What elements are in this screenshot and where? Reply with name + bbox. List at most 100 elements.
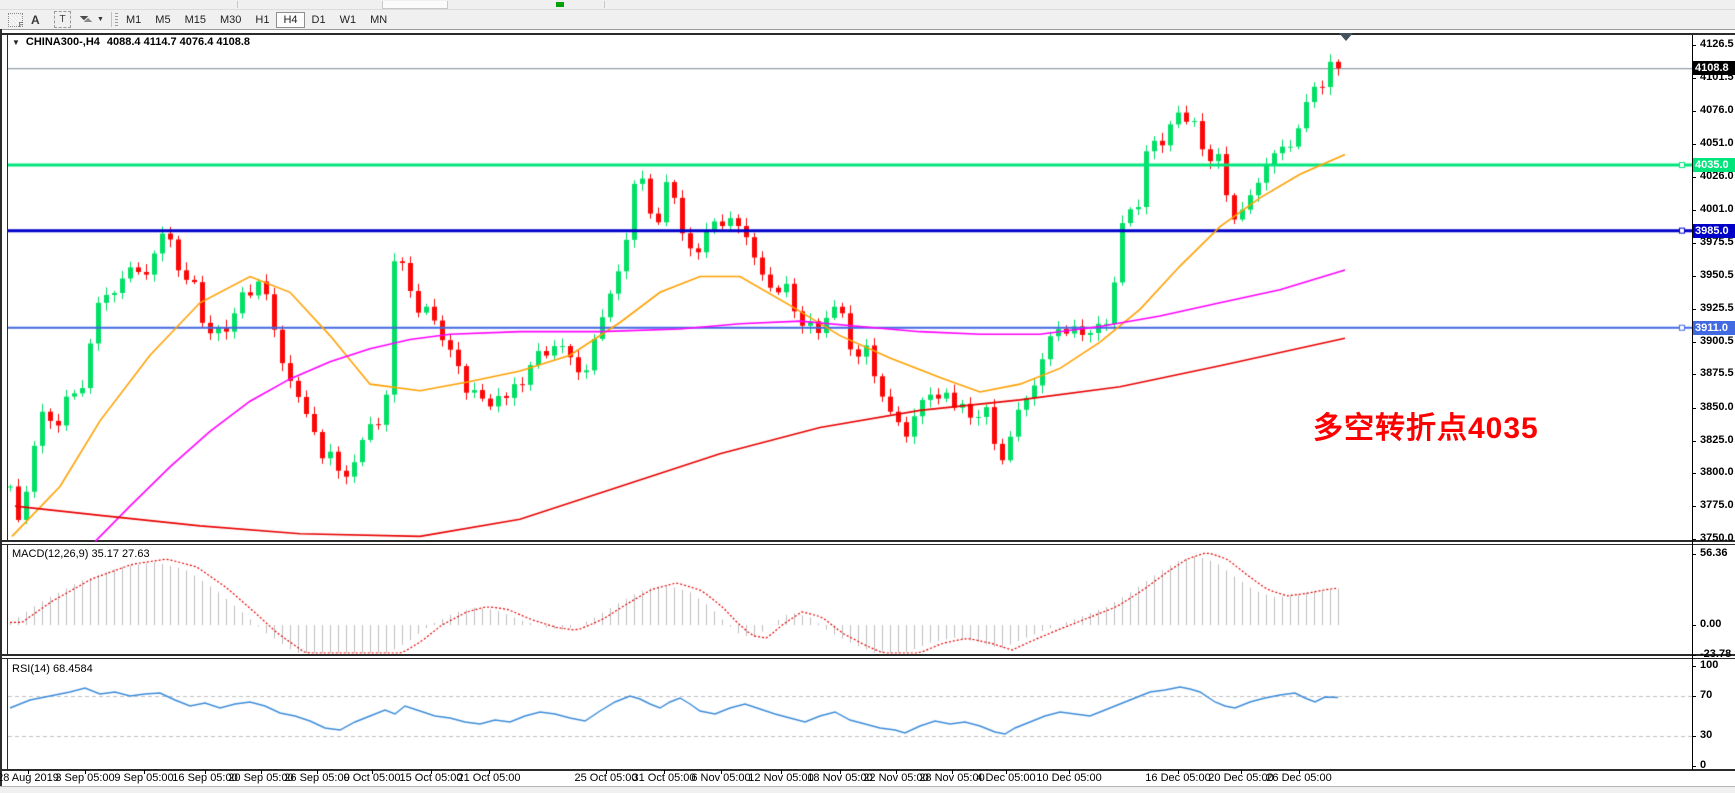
rsi-tick-label: 0 xyxy=(1700,759,1707,771)
time-tick-mark xyxy=(1069,770,1070,774)
time-tick-mark xyxy=(1006,770,1007,774)
time-tick-mark xyxy=(721,770,722,774)
time-tick-label: 16 Dec 05:00 xyxy=(1145,772,1211,784)
rsi-tick-mark xyxy=(1692,736,1696,737)
time-tick-mark xyxy=(896,770,897,774)
time-tick-mark xyxy=(1241,770,1242,774)
price-tick-mark xyxy=(1692,374,1696,376)
timeframe-button-h4[interactable]: H4 xyxy=(276,12,305,28)
price-tag-3911-0: 3911.0 xyxy=(1693,320,1735,335)
time-tick-label: 9 Sep 05:00 xyxy=(114,772,174,784)
price-tick-mark xyxy=(1692,144,1696,146)
rsi-tick-mark xyxy=(1692,766,1696,767)
price-tick-label: 4126.5 xyxy=(1700,38,1734,50)
timeframe-button-mn[interactable]: MN xyxy=(370,14,388,26)
arrow-objects-icon xyxy=(79,11,95,27)
window-left-border xyxy=(0,29,2,786)
time-tick-label: 20 Sep 05:00 xyxy=(228,772,294,784)
time-tick-label: 26 Dec 05:00 xyxy=(1266,772,1332,784)
timeframe-button-d1[interactable]: D1 xyxy=(311,14,326,26)
time-tick-mark xyxy=(1178,770,1179,774)
time-tick-mark xyxy=(664,770,665,774)
rsi-tick-label: 70 xyxy=(1700,689,1713,701)
partial-button xyxy=(382,1,448,9)
candlestick-chart-canvas[interactable] xyxy=(8,35,1692,769)
price-tick-mark xyxy=(1692,209,1696,211)
timeframe-button-m1[interactable]: M1 xyxy=(126,14,142,26)
rsi-tick-mark xyxy=(1692,696,1696,697)
time-tick-mark xyxy=(431,770,432,774)
time-tick-label: 18 Nov 05:00 xyxy=(807,772,873,784)
pattern-tool-icon: F xyxy=(8,12,23,29)
font-tool-icon: A xyxy=(31,12,40,27)
time-tick-label: 4 Dec 05:00 xyxy=(976,772,1036,784)
price-tick-label: 3925.5 xyxy=(1700,301,1734,314)
time-tick-mark xyxy=(489,770,490,774)
font-tool-button[interactable]: A xyxy=(31,12,40,27)
text-tool-button[interactable]: T xyxy=(54,11,71,28)
price-tick-mark xyxy=(1692,77,1696,79)
window-bottom-strip xyxy=(0,786,1735,793)
time-tick-mark xyxy=(952,770,953,774)
pattern-tool-button[interactable]: F xyxy=(8,12,23,29)
price-tick-label: 3875.5 xyxy=(1700,367,1734,380)
price-tick-mark xyxy=(1692,275,1696,277)
price-tick-mark xyxy=(1692,243,1696,245)
time-tick-label: 12 Nov 05:00 xyxy=(748,772,814,784)
time-tick-mark xyxy=(781,770,782,774)
toolbar-divider xyxy=(237,1,238,8)
price-tick-label: 3825.0 xyxy=(1700,433,1734,446)
price-tick-mark xyxy=(1692,308,1696,310)
timeframe-button-m15[interactable]: M15 xyxy=(184,14,206,26)
arrow-objects-button[interactable]: ▼ xyxy=(79,11,104,27)
time-tick-label: 21 Oct 05:00 xyxy=(457,772,521,784)
price-tag-4108-8: 4108.8 xyxy=(1693,61,1735,76)
rsi-tick-mark xyxy=(1692,666,1696,667)
timeframe-button-w1[interactable]: W1 xyxy=(339,14,357,26)
timeframe-bar: M1 M5 M15 M30 H1 H4 D1 W1 MN xyxy=(119,12,394,28)
price-tick-mark xyxy=(1692,176,1696,178)
partial-upper-toolbar xyxy=(0,0,1735,10)
time-tick-label: 26 Sep 05:00 xyxy=(284,772,350,784)
price-tick-label: 3950.5 xyxy=(1700,268,1734,281)
time-tick-label: 3 Sep 05:00 xyxy=(55,772,115,784)
price-tick-label: 3800.0 xyxy=(1700,466,1734,479)
price-tick-mark xyxy=(1692,341,1696,343)
time-tick-label: 28 Aug 2019 xyxy=(0,772,59,784)
price-tag-3985-0: 3985.0 xyxy=(1693,223,1735,238)
pane-bottom-border xyxy=(2,769,1735,771)
time-tick-mark xyxy=(372,770,373,774)
price-tick-mark xyxy=(1692,538,1696,540)
time-tick-mark xyxy=(317,770,318,774)
time-tick-mark xyxy=(1299,770,1300,774)
price-tick-mark xyxy=(1692,45,1696,46)
time-tick-label: 25 Oct 05:00 xyxy=(574,772,638,784)
timeframe-button-m5[interactable]: M5 xyxy=(155,14,171,26)
price-tick-label: 3975.5 xyxy=(1700,236,1734,249)
time-tick-label: 31 Oct 05:00 xyxy=(632,772,696,784)
chart-left-border xyxy=(7,33,8,770)
time-tick-mark xyxy=(28,770,29,774)
time-tick-label: 9 Oct 05:00 xyxy=(343,772,401,784)
price-tick-label: 4026.0 xyxy=(1700,169,1734,182)
price-tick-label: 3750.0 xyxy=(1700,531,1734,544)
macd-tick-label: -23.78 xyxy=(1700,647,1732,660)
toolbar-grip[interactable] xyxy=(115,13,118,26)
price-tick-mark xyxy=(1692,506,1696,508)
macd-tick-label: 0.00 xyxy=(1700,618,1722,630)
time-tick-mark xyxy=(205,770,206,774)
timeframe-button-h1[interactable]: H1 xyxy=(255,14,270,26)
macd-tick-mark xyxy=(1692,554,1696,556)
time-tick-mark xyxy=(85,770,86,774)
time-tick-mark xyxy=(144,770,145,774)
price-tick-mark xyxy=(1692,440,1696,442)
chevron-down-icon[interactable]: ▼ xyxy=(97,16,104,23)
time-tick-mark xyxy=(606,770,607,774)
price-axis-line[interactable] xyxy=(1692,35,1693,770)
rsi-tick-label: 100 xyxy=(1700,659,1719,671)
time-tick-mark xyxy=(840,770,841,774)
timeframe-button-m30[interactable]: M30 xyxy=(219,14,242,26)
time-tick-label: 15 Oct 05:00 xyxy=(399,772,463,784)
price-tick-label: 4076.0 xyxy=(1700,104,1734,117)
